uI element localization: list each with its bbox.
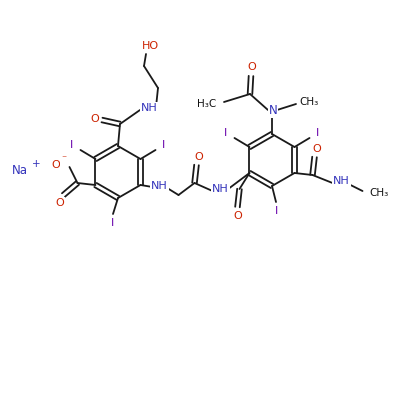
Text: I: I [162, 140, 165, 150]
Text: NH: NH [141, 103, 157, 113]
Text: O: O [55, 198, 64, 208]
Text: I: I [224, 128, 227, 138]
Text: CH₃: CH₃ [299, 97, 319, 107]
Text: Na: Na [12, 164, 28, 176]
Text: O: O [233, 211, 242, 221]
Text: O: O [194, 152, 203, 162]
Text: H₃C: H₃C [197, 99, 217, 109]
Text: ⁻: ⁻ [61, 154, 66, 164]
Text: NH: NH [151, 181, 168, 191]
Text: O: O [91, 114, 99, 124]
Text: NH: NH [333, 176, 350, 186]
Text: HO: HO [142, 41, 158, 51]
Text: CH₃: CH₃ [369, 188, 388, 198]
Text: O: O [248, 62, 256, 72]
Text: +: + [32, 159, 40, 169]
Text: O: O [312, 144, 321, 154]
Text: I: I [316, 128, 319, 138]
Text: I: I [70, 140, 73, 150]
Text: NH: NH [212, 184, 229, 194]
Text: I: I [110, 218, 114, 228]
Text: N: N [269, 104, 277, 118]
Text: I: I [275, 206, 279, 216]
Text: O: O [51, 160, 60, 170]
